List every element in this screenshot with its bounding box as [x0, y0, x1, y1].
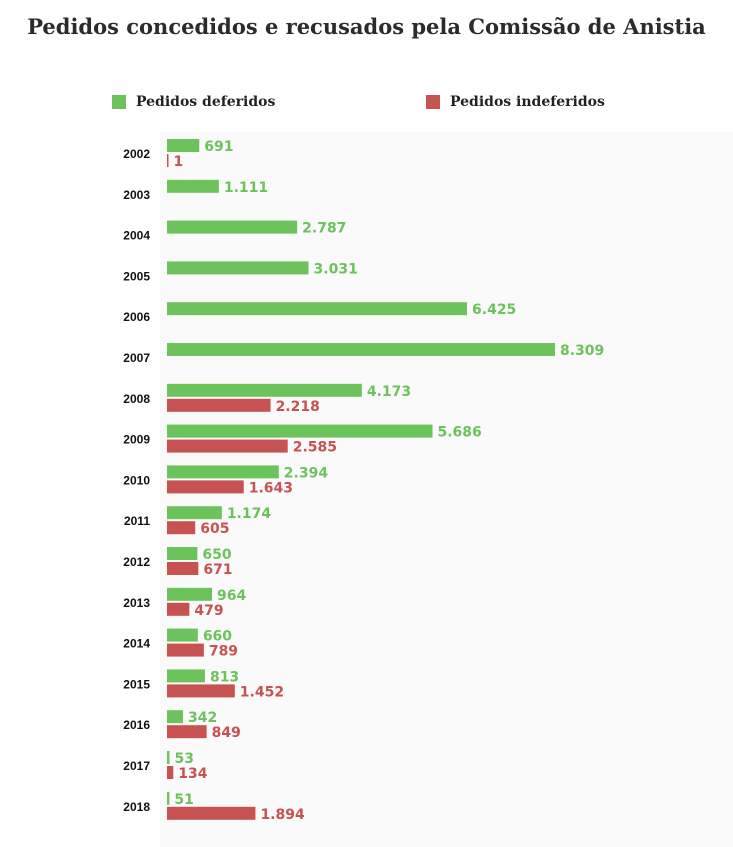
value-label-deferidos: 1.111 [224, 180, 268, 196]
year-label: 2007 [123, 351, 150, 365]
bar-indeferidos [167, 643, 204, 657]
value-label-deferidos: 813 [210, 669, 239, 685]
bar-deferidos [167, 669, 205, 683]
value-label-indeferidos: 605 [200, 521, 229, 537]
bar-deferidos [167, 587, 213, 601]
year-label: 2005 [123, 269, 150, 283]
value-label-deferidos: 2.787 [302, 221, 346, 237]
year-label: 2015 [123, 677, 150, 691]
value-label-indeferidos: 1.894 [260, 807, 305, 823]
year-label: 2018 [123, 800, 150, 814]
bar-indeferidos [167, 806, 256, 820]
plot-background [160, 132, 733, 847]
bar-deferidos [167, 751, 170, 764]
value-label-deferidos: 1.174 [227, 506, 272, 522]
year-label: 2003 [123, 188, 150, 202]
value-label-indeferidos: 2.218 [276, 399, 320, 415]
value-label-indeferidos: 2.585 [293, 440, 337, 456]
value-label-deferidos: 5.686 [438, 425, 482, 441]
value-label-deferidos: 51 [174, 792, 193, 808]
bar-indeferidos [167, 521, 196, 535]
year-label: 2008 [123, 392, 150, 406]
bar-indeferidos [167, 480, 244, 494]
value-label-deferidos: 964 [217, 588, 246, 604]
value-label-deferidos: 660 [203, 629, 232, 645]
value-label-deferidos: 6.425 [472, 302, 516, 318]
year-label: 2017 [123, 759, 150, 773]
bar-indeferidos [167, 602, 190, 616]
value-label-indeferidos: 1.643 [249, 480, 293, 496]
value-label-deferidos: 650 [202, 547, 231, 563]
chart-title: Pedidos concedidos e recusados pela Comi… [27, 14, 706, 39]
bar-indeferidos [167, 398, 271, 412]
year-label: 2012 [123, 555, 150, 569]
value-label-deferidos: 3.031 [314, 261, 358, 277]
bar-deferidos [167, 343, 555, 356]
value-label-indeferidos: 789 [209, 644, 238, 660]
bar-deferidos [167, 506, 222, 520]
year-label: 2016 [123, 718, 150, 732]
bar-deferidos [167, 791, 170, 805]
bar-deferidos [167, 302, 468, 316]
bar-deferidos [167, 547, 198, 560]
legend-swatch-indeferidos [426, 95, 440, 109]
bar-deferidos [167, 179, 219, 193]
bar-deferidos [167, 261, 309, 275]
value-label-indeferidos: 479 [194, 603, 223, 619]
value-label-indeferidos: 1 [174, 154, 184, 170]
value-label-indeferidos: 849 [212, 725, 241, 741]
bar-indeferidos [167, 439, 288, 453]
bar-indeferidos [167, 684, 235, 698]
year-label: 2009 [123, 433, 150, 447]
value-label-indeferidos: 134 [178, 766, 207, 782]
value-label-deferidos: 342 [188, 710, 217, 726]
year-label: 2002 [123, 147, 150, 161]
year-label: 2011 [124, 514, 150, 528]
bar-deferidos [167, 710, 183, 724]
year-label: 2004 [123, 229, 150, 243]
legend-label-indeferidos: Pedidos indeferidos [450, 94, 605, 110]
value-label-indeferidos: 671 [203, 562, 232, 578]
bar-deferidos [167, 139, 200, 152]
bar-indeferidos [167, 725, 207, 739]
value-label-deferidos: 2.394 [284, 465, 329, 481]
legend-item-indeferidos: Pedidos indeferidos [426, 94, 605, 110]
bar-deferidos [167, 424, 433, 438]
bar-deferidos [167, 383, 362, 397]
bar-indeferidos [167, 562, 199, 575]
bar-indeferidos [167, 766, 174, 779]
year-label: 2013 [123, 596, 150, 610]
value-label-deferidos: 691 [204, 139, 233, 155]
value-label-deferidos: 53 [174, 751, 193, 767]
year-label: 2006 [123, 310, 150, 324]
bar-indeferidos [167, 154, 169, 167]
value-label-indeferidos: 1.452 [240, 684, 284, 700]
year-label: 2010 [123, 473, 150, 487]
year-label: 2014 [123, 637, 150, 651]
value-label-deferidos: 8.309 [560, 343, 604, 359]
legend-swatch-deferidos [112, 95, 126, 109]
bar-deferidos [167, 220, 298, 234]
legend-item-deferidos: Pedidos deferidos [112, 94, 275, 110]
legend-label-deferidos: Pedidos deferidos [136, 94, 276, 110]
value-label-deferidos: 4.173 [367, 384, 411, 400]
bar-deferidos [167, 465, 279, 479]
bar-deferidos [167, 628, 198, 642]
